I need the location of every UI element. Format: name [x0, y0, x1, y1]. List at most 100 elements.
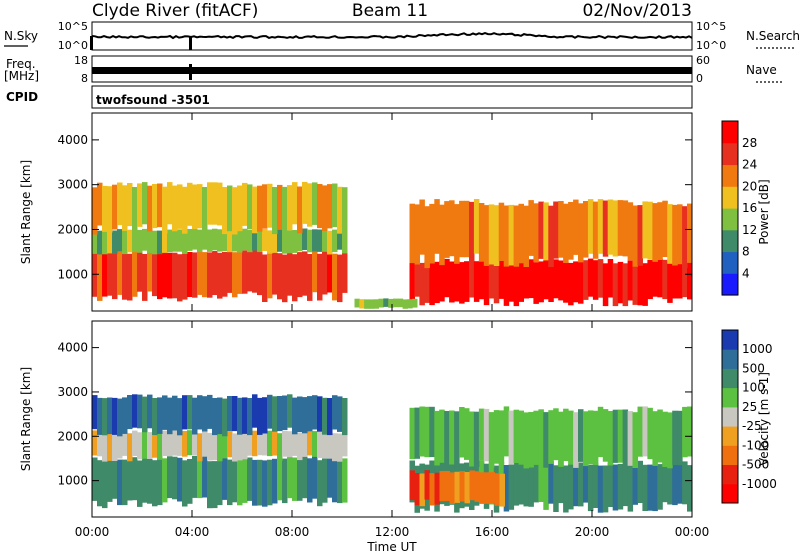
- data-cell: [307, 229, 313, 253]
- cpid-panel: CPID twofsound -3501: [6, 85, 693, 109]
- power-colorbar: 4 8 12 16 20 24 28: [721, 120, 757, 296]
- data-cell: [587, 410, 594, 465]
- data-cell: [227, 229, 233, 253]
- data-cell: [302, 431, 308, 457]
- data-cell: [212, 228, 218, 251]
- data-cell: [612, 200, 619, 257]
- data-cell: [307, 396, 313, 432]
- data-cell: [337, 396, 343, 432]
- data-cell: [627, 411, 634, 466]
- data-cell: [287, 185, 293, 231]
- data-cell: [272, 250, 278, 295]
- data-cell: [459, 200, 465, 258]
- data-cell: [459, 407, 465, 458]
- data-cell: [558, 411, 564, 467]
- data-cell: [222, 431, 228, 459]
- data-cell: [469, 201, 475, 260]
- x-tick-label: 00:00: [75, 525, 110, 539]
- data-cell: [677, 259, 683, 299]
- data-cell: [682, 206, 688, 268]
- data-cell: [677, 461, 683, 504]
- data-cell: [478, 259, 485, 300]
- data-cell: [602, 263, 609, 307]
- data-cell: [232, 252, 238, 298]
- data-cell: [317, 431, 323, 458]
- colorbar-tick-label: 28: [742, 136, 757, 150]
- colorbar-segment: [722, 349, 738, 369]
- data-cell: [342, 430, 348, 457]
- data-cell: [637, 262, 643, 306]
- x-axis-label: Time UT: [366, 540, 417, 554]
- data-cell: [518, 261, 524, 302]
- data-cell: [342, 458, 348, 503]
- colorbar-tick-label: 12: [742, 223, 757, 237]
- data-cell: [474, 471, 480, 502]
- data-cell: [687, 406, 693, 457]
- data-cell: [383, 298, 389, 307]
- data-cell: [469, 259, 475, 298]
- data-cell: [102, 398, 108, 436]
- data-cell: [558, 260, 564, 301]
- data-cell: [162, 395, 168, 430]
- data-cell: [332, 183, 338, 228]
- data-cell: [464, 261, 470, 302]
- data-cell: [558, 460, 564, 504]
- data-cell: [207, 182, 213, 225]
- data-cell: [227, 431, 233, 458]
- data-cell: [322, 185, 328, 231]
- data-cell: [617, 464, 624, 510]
- y-tick-label: 2000: [57, 222, 88, 236]
- data-cell: [302, 228, 308, 250]
- data-cell: [137, 394, 143, 429]
- data-cell: [587, 258, 594, 297]
- colorbar-segment: [722, 229, 738, 253]
- data-cell: [597, 406, 604, 458]
- beam-title: Beam 11: [352, 1, 428, 21]
- data-cell: [473, 261, 480, 302]
- velocity-panel: 1000 2000 3000 4000 Slant Range [km] 1000 50…: [19, 320, 777, 518]
- data-cell: [578, 203, 584, 263]
- data-cell: [182, 395, 188, 430]
- data-cell: [327, 455, 333, 498]
- colorbar-segment: [722, 273, 738, 296]
- data-cell: [652, 203, 658, 262]
- data-cell: [449, 472, 455, 504]
- data-cell: [292, 254, 298, 302]
- data-cell: [147, 432, 153, 459]
- data-cell: [563, 261, 569, 303]
- data-cell: [102, 461, 108, 509]
- data-cell: [317, 460, 323, 507]
- data-cell: [117, 182, 123, 226]
- data-cell: [622, 462, 629, 507]
- data-cell: [192, 184, 198, 230]
- data-cell: [687, 465, 693, 512]
- velocity-y-ticks: 1000 2000 3000 4000: [57, 341, 692, 488]
- data-cell: [207, 252, 213, 298]
- data-cell: [642, 406, 648, 457]
- data-cell: [657, 202, 663, 260]
- data-cell: [573, 462, 579, 507]
- data-cell: [513, 409, 520, 463]
- data-cell: [282, 431, 288, 457]
- data-cell: [592, 260, 599, 300]
- data-cell: [277, 433, 283, 462]
- data-cell: [307, 183, 313, 227]
- data-cell: [112, 253, 118, 300]
- data-cell: [187, 182, 193, 226]
- data-cell: [272, 430, 278, 456]
- data-cell: [489, 472, 495, 504]
- data-cell: [297, 186, 303, 234]
- data-cell: [247, 184, 253, 229]
- data-cell: [192, 228, 198, 250]
- data-cell: [107, 186, 113, 233]
- data-cell: [137, 183, 143, 227]
- data-cell: [262, 184, 268, 229]
- data-cell: [122, 253, 128, 300]
- data-cell: [142, 182, 148, 225]
- data-cell: [237, 432, 243, 461]
- data-cell: [272, 230, 278, 253]
- data-cell: [292, 457, 298, 501]
- data-cell: [662, 411, 668, 467]
- data-cell: [102, 251, 108, 297]
- data-cell: [117, 229, 123, 252]
